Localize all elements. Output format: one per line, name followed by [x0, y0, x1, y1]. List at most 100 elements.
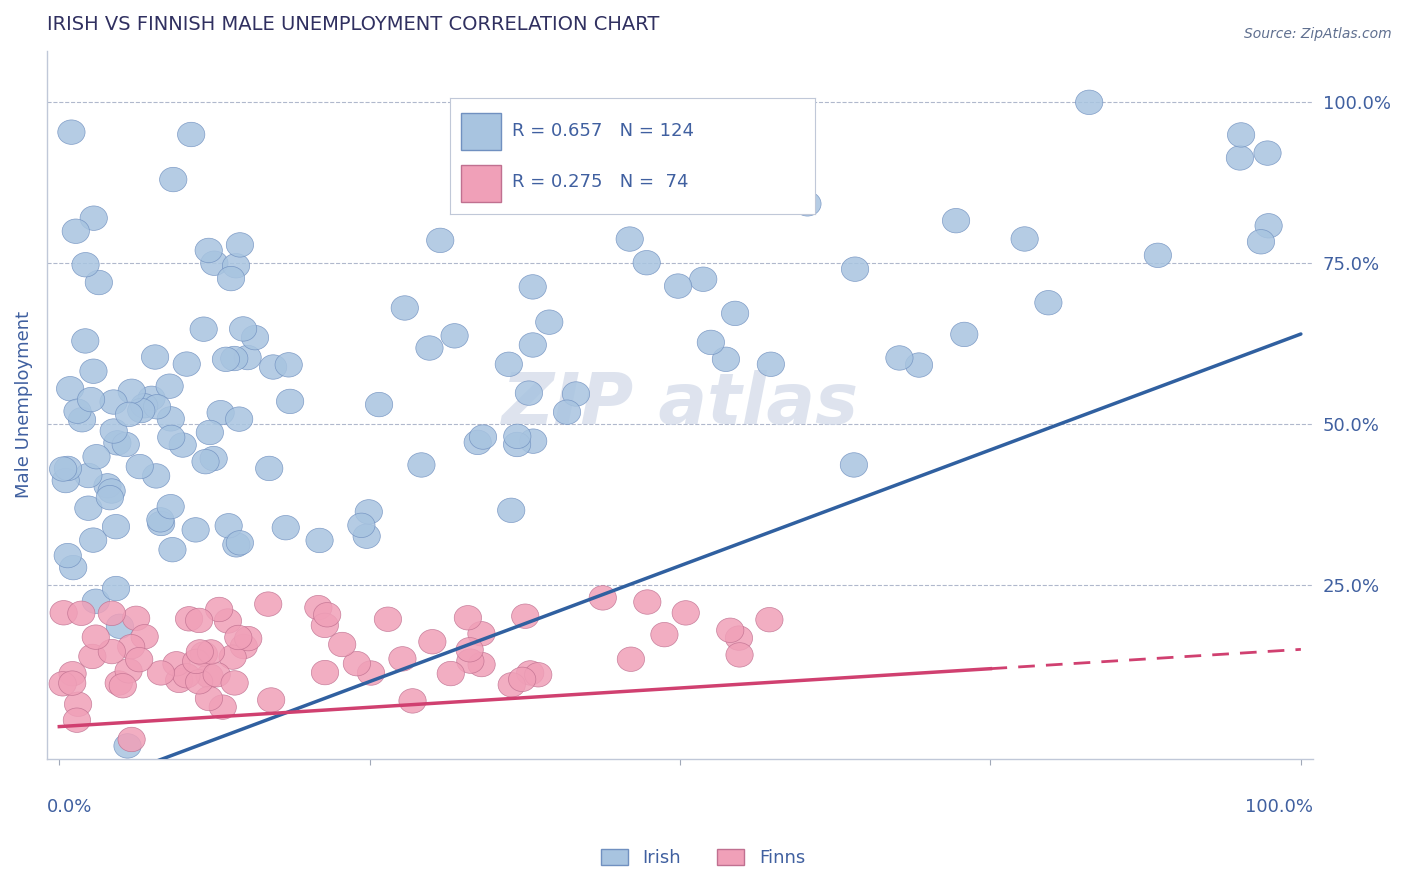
Ellipse shape	[841, 257, 869, 281]
Ellipse shape	[713, 347, 740, 371]
Ellipse shape	[186, 640, 214, 665]
Ellipse shape	[212, 347, 239, 372]
Ellipse shape	[1226, 145, 1254, 170]
Ellipse shape	[195, 664, 224, 689]
Ellipse shape	[536, 310, 562, 334]
Ellipse shape	[464, 430, 491, 455]
Ellipse shape	[80, 206, 107, 230]
Ellipse shape	[142, 464, 170, 488]
Ellipse shape	[104, 431, 131, 455]
Ellipse shape	[98, 640, 125, 664]
Ellipse shape	[191, 450, 219, 474]
Ellipse shape	[524, 663, 553, 687]
Ellipse shape	[118, 634, 145, 659]
FancyBboxPatch shape	[461, 113, 501, 150]
Ellipse shape	[83, 444, 110, 469]
Text: IRISH VS FINNISH MALE UNEMPLOYMENT CORRELATION CHART: IRISH VS FINNISH MALE UNEMPLOYMENT CORRE…	[46, 15, 659, 34]
Ellipse shape	[59, 556, 87, 580]
Ellipse shape	[183, 649, 209, 673]
Ellipse shape	[519, 333, 547, 357]
Ellipse shape	[454, 606, 482, 630]
Ellipse shape	[219, 645, 246, 669]
Ellipse shape	[419, 630, 446, 654]
Ellipse shape	[1256, 213, 1282, 238]
Ellipse shape	[389, 647, 416, 671]
Ellipse shape	[100, 419, 128, 443]
Ellipse shape	[456, 638, 484, 662]
Ellipse shape	[105, 671, 132, 695]
Ellipse shape	[75, 463, 103, 488]
Ellipse shape	[672, 600, 699, 625]
Ellipse shape	[197, 420, 224, 445]
Ellipse shape	[157, 494, 184, 519]
Ellipse shape	[503, 433, 530, 457]
Ellipse shape	[56, 376, 84, 401]
Ellipse shape	[59, 662, 86, 686]
Ellipse shape	[195, 686, 222, 711]
Ellipse shape	[617, 647, 644, 672]
Ellipse shape	[63, 708, 90, 732]
Ellipse shape	[173, 664, 200, 688]
Ellipse shape	[118, 727, 145, 752]
Ellipse shape	[235, 626, 262, 651]
Ellipse shape	[103, 576, 129, 601]
Ellipse shape	[329, 632, 356, 657]
Ellipse shape	[554, 400, 581, 425]
Ellipse shape	[886, 346, 912, 370]
Ellipse shape	[756, 607, 783, 632]
Ellipse shape	[157, 425, 186, 450]
Ellipse shape	[225, 407, 253, 432]
Ellipse shape	[226, 233, 253, 257]
Ellipse shape	[468, 622, 495, 646]
Ellipse shape	[942, 209, 970, 233]
Y-axis label: Male Unemployment: Male Unemployment	[15, 311, 32, 499]
Ellipse shape	[131, 624, 159, 649]
Ellipse shape	[98, 479, 125, 503]
Ellipse shape	[65, 692, 91, 716]
Ellipse shape	[1076, 90, 1102, 114]
Ellipse shape	[221, 671, 249, 695]
Ellipse shape	[112, 433, 139, 457]
Ellipse shape	[651, 623, 678, 647]
Ellipse shape	[1227, 123, 1254, 147]
Ellipse shape	[408, 453, 434, 477]
Ellipse shape	[468, 652, 495, 677]
Ellipse shape	[356, 500, 382, 524]
Ellipse shape	[186, 608, 212, 632]
Ellipse shape	[353, 524, 380, 549]
Ellipse shape	[169, 433, 197, 458]
FancyBboxPatch shape	[461, 165, 501, 202]
Ellipse shape	[107, 614, 134, 639]
Ellipse shape	[1254, 141, 1281, 165]
Ellipse shape	[307, 528, 333, 553]
Ellipse shape	[201, 251, 228, 276]
Ellipse shape	[229, 317, 257, 341]
Ellipse shape	[156, 374, 183, 399]
Ellipse shape	[697, 330, 724, 355]
Ellipse shape	[55, 456, 82, 481]
Ellipse shape	[215, 514, 242, 538]
Ellipse shape	[52, 468, 79, 492]
Ellipse shape	[225, 625, 252, 649]
Ellipse shape	[498, 498, 524, 523]
Ellipse shape	[794, 192, 821, 216]
Ellipse shape	[72, 329, 98, 353]
Ellipse shape	[399, 689, 426, 713]
Ellipse shape	[437, 661, 464, 686]
Ellipse shape	[195, 238, 222, 262]
Ellipse shape	[163, 651, 190, 676]
Ellipse shape	[82, 625, 110, 649]
Ellipse shape	[1247, 229, 1275, 254]
Ellipse shape	[181, 517, 209, 542]
Ellipse shape	[100, 390, 127, 414]
Ellipse shape	[260, 355, 287, 379]
Ellipse shape	[457, 648, 484, 673]
Ellipse shape	[128, 399, 155, 423]
Ellipse shape	[75, 496, 103, 520]
Ellipse shape	[218, 267, 245, 291]
Text: ZIP atlas: ZIP atlas	[502, 370, 859, 439]
Ellipse shape	[49, 457, 77, 482]
Ellipse shape	[53, 543, 82, 568]
Ellipse shape	[59, 671, 86, 696]
Ellipse shape	[1035, 291, 1062, 315]
